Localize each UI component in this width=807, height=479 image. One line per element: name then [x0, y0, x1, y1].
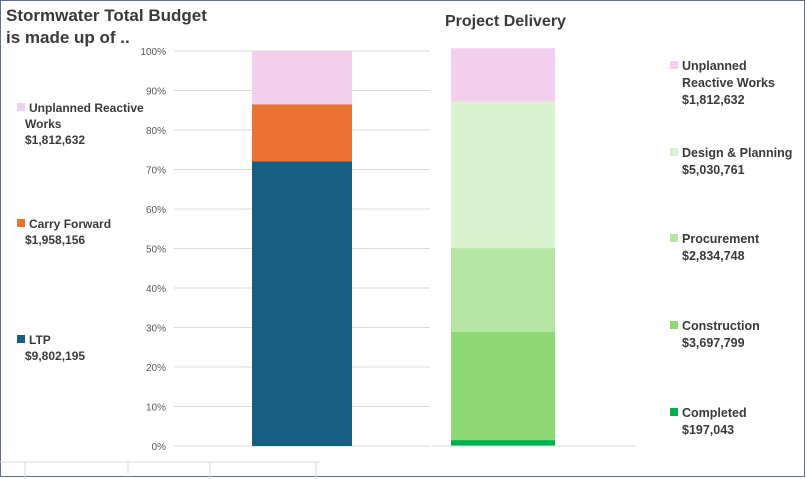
- y-tick-label: 30%: [146, 324, 166, 335]
- y-tick-label: 10%: [146, 403, 166, 414]
- legend-label-line-2: Works: [25, 117, 62, 131]
- y-tick-label: 80%: [146, 126, 166, 137]
- y-tick-label: 0%: [152, 442, 167, 453]
- bar-segment-unplanned-reactive-works: [252, 51, 352, 105]
- legend-label-line-1: Unplanned: [682, 59, 747, 73]
- y-tick-label: 50%: [146, 245, 166, 256]
- y-tick-label: 60%: [146, 205, 166, 216]
- bar-segment-carry-forward: [252, 104, 352, 162]
- legend-item-ltp: LTP $9,802,195: [17, 332, 85, 364]
- left-chart-title-line-2: is made up of ..: [6, 28, 130, 47]
- bar-segment-design-planning: [451, 101, 555, 249]
- legend-amount: $1,812,632: [25, 133, 86, 147]
- legend-swatch: [17, 103, 25, 111]
- bar-segment-construction: [451, 331, 555, 441]
- legend-label-line-1: Completed: [682, 406, 747, 420]
- legend-amount: $9,802,195: [25, 349, 86, 363]
- left-chart-title: Stormwater Total Budget is made up of ..: [6, 5, 236, 49]
- legend-amount: $197,043: [682, 423, 735, 437]
- legend-item-carry-forward: Carry Forward $1,958,156: [17, 216, 111, 248]
- legend-amount: $3,697,799: [682, 336, 745, 350]
- legend-amount: $1,958,156: [25, 233, 86, 247]
- bar-segment-ltp: [252, 161, 352, 446]
- left-chart-title-line-1: Stormwater Total Budget: [6, 6, 207, 25]
- legend-amount: $1,812,632: [682, 93, 745, 107]
- legend-swatch: [670, 234, 678, 242]
- left-y-axis-ticks: 0% 10% 20% 30% 40% 50% 60% 70% 80% 90% 100%: [140, 47, 166, 453]
- legend-swatch: [17, 219, 25, 227]
- legend-swatch: [670, 408, 678, 416]
- legend-label-line-1: Unplanned Reactive: [29, 101, 144, 115]
- legend-label-line-1: Construction: [682, 319, 760, 333]
- y-tick-label: 70%: [146, 166, 166, 177]
- legend-swatch: [670, 321, 678, 329]
- y-tick-label: 100%: [140, 47, 166, 58]
- bar-segment-completed: [451, 440, 555, 446]
- legend-swatch: [17, 335, 25, 343]
- legend-amount: $2,834,748: [682, 249, 745, 263]
- right-bar-stack: [432, 48, 636, 447]
- bar-segment-unplanned-reactive-works: [451, 48, 555, 102]
- legend-item-design-planning: Design & Planning $5,030,761: [670, 145, 792, 179]
- legend-item-procurement: Procurement $2,834,748: [670, 231, 759, 265]
- legend-amount: $5,030,761: [682, 163, 745, 177]
- legend-label-line-1: LTP: [29, 333, 51, 347]
- y-tick-label: 20%: [146, 363, 166, 374]
- legend-item-construction: Construction $3,697,799: [670, 318, 760, 352]
- legend-label-line-1: Design & Planning: [682, 146, 793, 160]
- legend-item-unplanned-reactive-works: Unplanned Reactive Works $1,812,632: [17, 100, 144, 148]
- left-bar-stack: [252, 51, 352, 446]
- legend-item-completed: Completed $197,043: [670, 405, 747, 439]
- y-tick-label: 40%: [146, 284, 166, 295]
- legend-label-line-1: Carry Forward: [29, 217, 112, 231]
- legend-swatch: [670, 148, 678, 156]
- bar-segment-procurement: [451, 248, 555, 332]
- legend-swatch: [670, 61, 678, 69]
- legend-item-unplanned-reactive-works: Unplanned Reactive Works $1,812,632: [670, 58, 775, 109]
- legend-label-line-1: Procurement: [682, 232, 760, 246]
- y-tick-label: 90%: [146, 87, 166, 98]
- right-chart-title: Project Delivery: [445, 13, 566, 30]
- legend-label-line-2: Reactive Works: [682, 76, 775, 90]
